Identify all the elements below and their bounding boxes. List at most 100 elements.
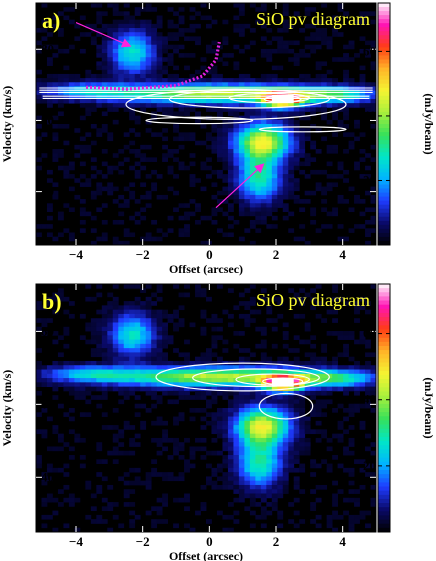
heatmap-cell	[162, 313, 169, 319]
heatmap-cell	[129, 352, 136, 358]
heatmap-cell	[238, 463, 245, 469]
heatmap-cell	[85, 412, 92, 417]
heatmap-cell	[90, 365, 97, 370]
heatmap-cell	[304, 11, 311, 16]
heatmap-cell	[140, 61, 147, 66]
heatmap-cell	[222, 369, 229, 375]
heatmap-cell	[282, 472, 289, 477]
colorbar-segment	[378, 228, 390, 234]
heatmap-cell	[156, 36, 163, 41]
heatmap-cell	[293, 510, 300, 516]
y-tick-label: 40	[41, 184, 54, 199]
heatmap-cell	[260, 399, 267, 405]
heatmap-cell	[85, 178, 92, 183]
x-tick-label: 2	[273, 247, 280, 262]
heatmap-cell	[359, 296, 366, 302]
heatmap-cell	[74, 98, 81, 104]
heatmap-cell	[227, 433, 234, 439]
heatmap-cell	[266, 186, 273, 192]
heatmap-cell	[332, 360, 339, 366]
dotted-curve-line	[85, 41, 221, 91]
heatmap-cell	[227, 194, 234, 200]
heatmap-cell	[178, 107, 185, 112]
heatmap-cell	[189, 455, 196, 460]
heatmap-cell	[200, 215, 207, 221]
heatmap-cell	[227, 467, 234, 473]
heatmap-cell	[41, 369, 48, 375]
heatmap-cell	[140, 348, 147, 353]
heatmap-cell	[74, 497, 81, 503]
heatmap-cell	[101, 425, 108, 430]
heatmap-cell	[315, 523, 322, 529]
heatmap-cell	[282, 369, 289, 375]
heatmap-cell	[200, 331, 207, 336]
heatmap-cell	[260, 467, 267, 473]
heatmap-cell	[310, 144, 317, 150]
heatmap-cell	[282, 7, 289, 12]
heatmap-cell	[123, 48, 130, 54]
heatmap-cell	[200, 124, 207, 129]
heatmap-cell	[178, 161, 185, 167]
heatmap-cell	[233, 437, 240, 443]
heatmap-cell	[365, 510, 371, 516]
colorbar-segment	[378, 83, 390, 89]
heatmap-cell	[299, 425, 306, 430]
heatmap-cell	[304, 437, 311, 443]
heatmap-cell	[249, 3, 256, 8]
heatmap-cell	[348, 207, 355, 213]
heatmap-cell	[271, 455, 278, 460]
heatmap-cell	[299, 412, 306, 417]
heatmap-cell	[112, 437, 119, 443]
heatmap-cell	[332, 103, 339, 108]
heatmap-cell	[337, 433, 344, 439]
heatmap-cell	[52, 296, 59, 302]
heatmap-cell	[68, 455, 75, 460]
heatmap-cell	[184, 360, 190, 366]
heatmap-cell	[233, 194, 240, 200]
heatmap-cell	[52, 82, 59, 87]
heatmap-cell	[112, 199, 119, 204]
heatmap-cell	[57, 369, 64, 375]
heatmap-cell	[123, 157, 130, 162]
heatmap-cell	[151, 301, 158, 306]
heatmap-cell	[123, 365, 130, 370]
heatmap-cell	[129, 467, 136, 473]
heatmap-cell	[211, 69, 218, 75]
heatmap-cell	[211, 107, 218, 112]
heatmap-cell	[200, 186, 207, 192]
heatmap-cell	[36, 318, 42, 323]
heatmap-cell	[101, 519, 108, 524]
heatmap-cell	[332, 514, 339, 520]
colorbar-segment	[378, 192, 390, 198]
heatmap-cell	[343, 390, 349, 396]
heatmap-cell	[123, 203, 130, 208]
heatmap-cell	[68, 390, 75, 396]
heatmap-cell	[304, 450, 311, 456]
heatmap-cell	[244, 416, 251, 422]
heatmap-cell	[277, 174, 284, 179]
heatmap-cell	[123, 15, 130, 21]
heatmap-cell	[222, 149, 229, 154]
heatmap-cell	[310, 169, 317, 175]
heatmap-cell	[365, 53, 371, 58]
heatmap-cell	[288, 425, 295, 430]
heatmap-cell	[96, 348, 103, 353]
heatmap-cell	[118, 360, 125, 366]
heatmap-cell	[343, 111, 349, 117]
heatmap-cell	[321, 82, 328, 87]
heatmap-cell	[288, 437, 295, 443]
heatmap-cell	[118, 382, 125, 388]
heatmap-cell	[129, 82, 136, 87]
heatmap-cell	[101, 331, 108, 336]
heatmap-cell	[249, 442, 256, 447]
heatmap-cell	[288, 348, 295, 353]
heatmap-cells	[36, 284, 377, 533]
heatmap-cell	[227, 107, 234, 112]
heatmap-cell	[343, 124, 349, 129]
heatmap-cell	[151, 57, 158, 62]
heatmap-cell	[101, 48, 108, 54]
heatmap-cell	[238, 480, 245, 486]
heatmap-cell	[123, 322, 130, 328]
heatmap-cell	[195, 288, 201, 293]
heatmap-cell	[140, 215, 147, 221]
